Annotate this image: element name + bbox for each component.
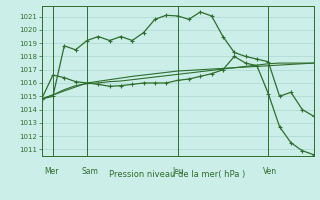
Text: Jeu: Jeu (172, 166, 184, 176)
Text: Mer: Mer (44, 166, 59, 176)
X-axis label: Pression niveau de la mer( hPa ): Pression niveau de la mer( hPa ) (109, 170, 246, 179)
Text: Ven: Ven (263, 166, 277, 176)
Text: Sam: Sam (81, 166, 98, 176)
